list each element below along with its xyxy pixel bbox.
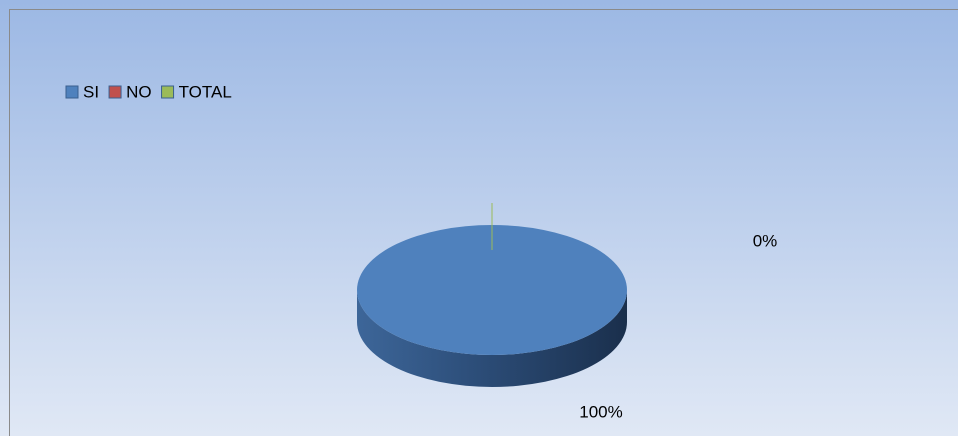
pie-slice-side: [357, 290, 627, 387]
legend-swatch: [65, 85, 79, 99]
legend-label: SI: [83, 82, 99, 101]
data-label: 100%: [579, 402, 622, 421]
pie-slice-top: [357, 225, 627, 355]
legend-label: TOTAL: [179, 82, 232, 101]
pie-slice: [357, 225, 627, 387]
legend-label: NO: [126, 82, 152, 101]
data-label: 0%: [753, 231, 778, 250]
legend-swatch: [161, 85, 175, 99]
chart-border: [9, 9, 958, 436]
legend-swatch: [108, 85, 122, 99]
